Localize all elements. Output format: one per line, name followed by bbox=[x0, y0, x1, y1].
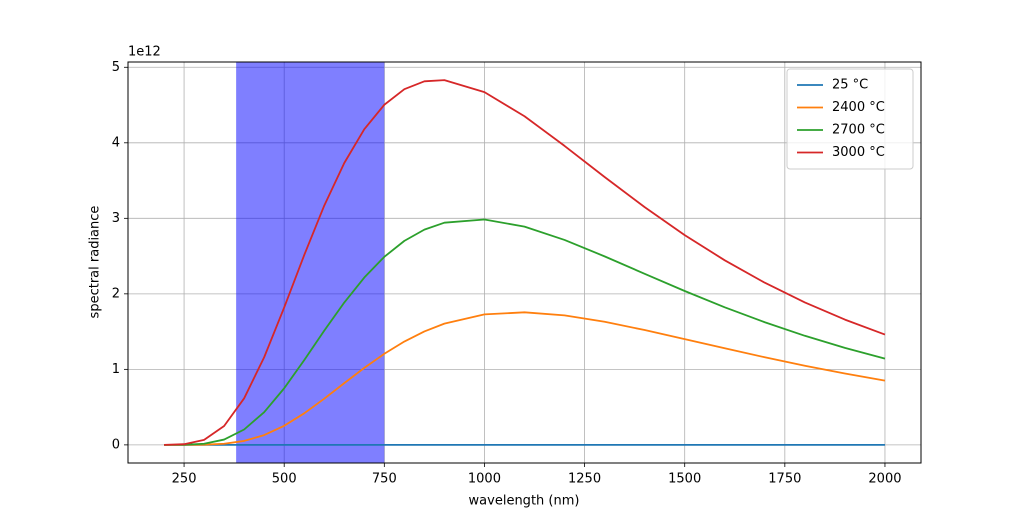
y-tick-label: 5 bbox=[112, 60, 120, 75]
highlight-span bbox=[236, 62, 385, 463]
y-tick-label: 0 bbox=[112, 437, 120, 452]
x-tick-label: 1500 bbox=[668, 472, 701, 487]
x-tick-label: 250 bbox=[172, 472, 197, 487]
legend: 25 °C 2400 °C 2700 °C 3000 °C bbox=[786, 68, 914, 170]
ticks: 250 500 750 1000 1250 1500 1750 2000 0 1 2 3 4 5 bbox=[112, 60, 902, 487]
y-tick-label: 2 bbox=[112, 286, 120, 301]
legend-label: 2400 °C bbox=[832, 100, 885, 115]
series-line bbox=[164, 218, 886, 446]
span-layer bbox=[236, 62, 385, 463]
x-tick-label: 750 bbox=[372, 472, 397, 487]
legend-label: 2700 °C bbox=[832, 123, 885, 138]
series-line bbox=[164, 311, 886, 446]
legend-label: 3000 °C bbox=[832, 145, 885, 160]
y-tick-label: 4 bbox=[112, 135, 120, 150]
y-axis-label: spectral radiance bbox=[88, 206, 103, 319]
legend-box bbox=[786, 68, 914, 170]
legend-label: 25 °C bbox=[832, 78, 868, 93]
axes-frame bbox=[127, 61, 922, 464]
y-tick-label: 3 bbox=[112, 211, 120, 226]
lines bbox=[164, 79, 886, 446]
x-tick-label: 500 bbox=[272, 472, 297, 487]
x-tick-label: 2000 bbox=[868, 472, 901, 487]
x-tick-label: 1000 bbox=[468, 472, 501, 487]
y-tick-label: 1 bbox=[112, 362, 120, 377]
x-tick-label: 1750 bbox=[768, 472, 801, 487]
x-axis-label: wavelength (nm) bbox=[469, 494, 580, 509]
series-line bbox=[164, 79, 886, 446]
x-tick-label: 1250 bbox=[568, 472, 601, 487]
y-offset-label: 1e12 bbox=[128, 45, 161, 60]
